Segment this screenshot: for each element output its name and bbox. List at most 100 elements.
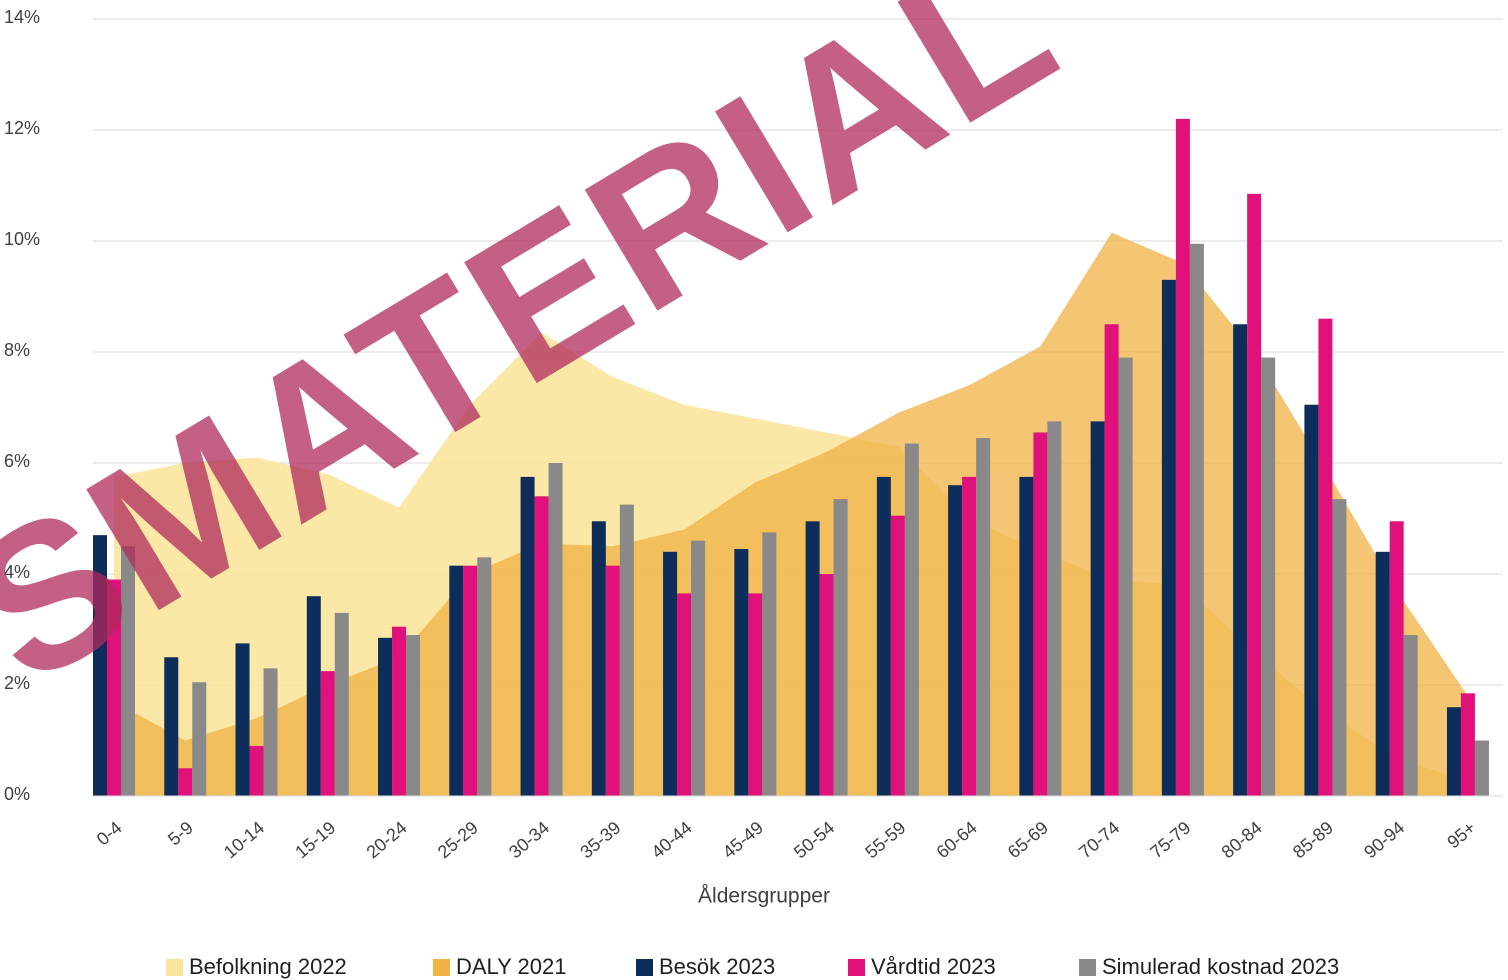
x-tick-label: 25-29 bbox=[434, 817, 482, 862]
bar bbox=[1261, 357, 1276, 796]
bar bbox=[1446, 707, 1461, 796]
x-tick-label: 15-19 bbox=[291, 817, 339, 862]
x-tick-label: 80-84 bbox=[1218, 817, 1266, 862]
x-tick-label: 85-89 bbox=[1289, 817, 1337, 862]
legend-label: Besök 2023 bbox=[659, 954, 775, 979]
legend-swatch bbox=[1079, 959, 1096, 976]
bar bbox=[805, 521, 820, 796]
legend-label: DALY 2021 bbox=[456, 954, 567, 979]
bar bbox=[1304, 404, 1319, 796]
bar bbox=[691, 540, 706, 796]
x-tick-label: 75-79 bbox=[1146, 817, 1194, 862]
x-tick-label: 95+ bbox=[1443, 817, 1479, 852]
bar bbox=[235, 643, 250, 796]
bar bbox=[178, 768, 193, 796]
y-tick-label: 14% bbox=[4, 7, 40, 27]
bar bbox=[107, 579, 121, 796]
x-tick-label: 55-59 bbox=[861, 817, 909, 862]
bar bbox=[449, 565, 464, 796]
legend-label: Vårdtid 2023 bbox=[871, 954, 996, 979]
bar bbox=[378, 637, 393, 796]
bar bbox=[477, 557, 492, 796]
bar bbox=[1474, 740, 1489, 796]
y-tick-label: 6% bbox=[4, 451, 30, 471]
y-tick-label: 8% bbox=[4, 340, 30, 360]
y-tick-label: 12% bbox=[4, 118, 40, 138]
legend-swatch bbox=[848, 959, 865, 976]
bar bbox=[306, 596, 321, 796]
bar bbox=[463, 565, 478, 796]
bar bbox=[164, 657, 179, 796]
bar bbox=[1033, 432, 1048, 796]
bar bbox=[734, 549, 749, 796]
bar bbox=[320, 671, 335, 796]
bar bbox=[1118, 357, 1133, 796]
bar bbox=[534, 496, 549, 796]
bar bbox=[392, 626, 407, 796]
bar bbox=[762, 532, 777, 796]
x-tick-label: 5-9 bbox=[164, 817, 197, 849]
bar bbox=[1375, 551, 1390, 796]
bar bbox=[948, 485, 963, 796]
x-tick-label: 0-4 bbox=[93, 817, 126, 849]
bar bbox=[249, 746, 264, 796]
x-tick-label: 35-39 bbox=[576, 817, 624, 862]
bar bbox=[819, 574, 834, 796]
bar bbox=[93, 535, 107, 796]
bar bbox=[962, 476, 977, 796]
bar bbox=[1460, 693, 1475, 796]
x-tick-label: 65-69 bbox=[1004, 817, 1052, 862]
bar bbox=[876, 476, 891, 796]
bar bbox=[406, 635, 421, 796]
bar bbox=[1389, 521, 1404, 796]
bar bbox=[1175, 118, 1190, 796]
bar bbox=[748, 593, 763, 796]
legend-label: Simulerad kostnad 2023 bbox=[1102, 954, 1339, 979]
bar bbox=[833, 499, 848, 796]
bar bbox=[1104, 324, 1119, 796]
x-tick-label: 45-49 bbox=[719, 817, 767, 862]
x-axis-label: Åldersgrupper bbox=[698, 885, 830, 908]
bar bbox=[619, 504, 634, 796]
bar bbox=[904, 443, 919, 796]
bar bbox=[1189, 243, 1204, 796]
bar bbox=[677, 593, 692, 796]
x-tick-label: 10-14 bbox=[220, 817, 268, 862]
x-tick-label: 70-74 bbox=[1075, 817, 1123, 862]
bar bbox=[1047, 421, 1062, 796]
bar bbox=[1332, 499, 1347, 796]
bar bbox=[121, 546, 135, 796]
x-tick-label: 30-34 bbox=[505, 817, 553, 862]
legend-swatch bbox=[433, 959, 450, 976]
bar bbox=[1403, 635, 1418, 796]
bar bbox=[1019, 476, 1034, 796]
bar bbox=[663, 551, 678, 796]
bar bbox=[520, 476, 535, 796]
y-tick-label: 0% bbox=[4, 784, 30, 804]
bar bbox=[1233, 324, 1248, 796]
y-tick-label: 10% bbox=[4, 229, 40, 249]
legend-label: Befolkning 2022 bbox=[189, 954, 347, 979]
bar bbox=[1090, 421, 1105, 796]
bar bbox=[334, 612, 349, 796]
bar bbox=[263, 668, 278, 796]
bar bbox=[976, 438, 991, 796]
bar bbox=[605, 565, 620, 796]
y-tick-label: 2% bbox=[4, 673, 30, 693]
y-tick-label: 4% bbox=[4, 562, 30, 582]
x-tick-label: 90-94 bbox=[1360, 817, 1408, 862]
bar bbox=[548, 463, 563, 796]
bar bbox=[1318, 318, 1333, 796]
x-tick-label: 20-24 bbox=[363, 817, 411, 862]
legend-swatch bbox=[166, 959, 183, 976]
x-tick-label: 50-54 bbox=[790, 817, 838, 862]
legend-swatch bbox=[636, 959, 653, 976]
x-tick-label: 40-44 bbox=[648, 817, 696, 862]
bar bbox=[192, 682, 207, 796]
bar bbox=[591, 521, 606, 796]
bar bbox=[1161, 279, 1176, 797]
bar bbox=[1247, 193, 1262, 796]
bar bbox=[890, 515, 905, 796]
x-tick-label: 60-64 bbox=[933, 817, 981, 862]
